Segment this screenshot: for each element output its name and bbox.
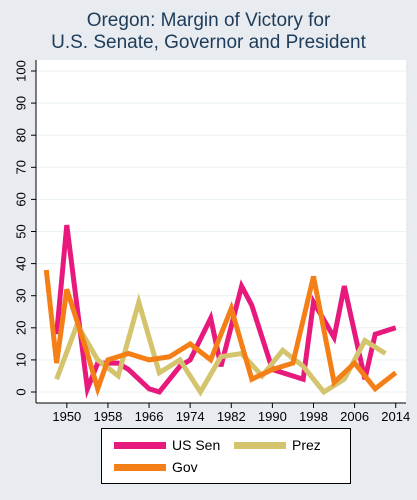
legend: US Sen Prez Gov (101, 428, 351, 484)
legend-swatch-us-sen (114, 441, 166, 449)
series-line-gov (43, 269, 398, 397)
y-tick-label-40: 40 (13, 256, 28, 270)
y-tick-label-50: 50 (13, 224, 28, 238)
legend-swatch-prez (234, 441, 286, 449)
y-tick-label-30: 30 (13, 288, 28, 302)
legend-swatch-gov (114, 463, 166, 471)
y-tick-label-100: 100 (13, 60, 28, 82)
x-tick-label-1998: 1998 (299, 409, 328, 424)
x-tick-label-1974: 1974 (176, 409, 205, 424)
x-tick-label-1966: 1966 (135, 409, 164, 424)
y-tick-label-10: 10 (13, 353, 28, 367)
x-tick-label-1950: 1950 (52, 409, 81, 424)
legend-label-gov: Gov (172, 459, 198, 475)
legend-label-prez: Prez (292, 437, 321, 453)
legend-item-us-sen: US Sen (114, 437, 220, 453)
chart-title-line-2: U.S. Senate, Governor and President (51, 32, 366, 53)
y-tick-label-70: 70 (13, 160, 28, 174)
y-tick-label-60: 60 (13, 192, 28, 206)
y-tick-label-0: 0 (13, 388, 28, 395)
series-lines (43, 224, 398, 399)
series-line-prez (54, 292, 387, 397)
x-tick-label-1990: 1990 (258, 409, 287, 424)
chart-title: Oregon: Margin of Victory for U.S. Senat… (0, 10, 417, 54)
chart-title-line-1: Oregon: Margin of Victory for (86, 10, 331, 31)
y-tick-label-90: 90 (13, 96, 28, 110)
series-line-us-sen (54, 224, 397, 399)
y-tick-label-20: 20 (13, 321, 28, 335)
y-tick-label-80: 80 (13, 128, 28, 142)
legend-item-prez: Prez (234, 437, 321, 453)
legend-label-us-sen: US Sen (172, 437, 221, 453)
axes: 0 10 20 30 40 50 60 70 80 90 100 1950 1958 1966 1974 19… (13, 60, 410, 424)
x-tick-label-2006: 2006 (340, 409, 369, 424)
legend-item-gov: Gov (114, 459, 198, 475)
x-tick-label-2014: 2014 (381, 409, 410, 424)
x-tick-label-1958: 1958 (93, 409, 122, 424)
x-tick-label-1982: 1982 (217, 409, 246, 424)
